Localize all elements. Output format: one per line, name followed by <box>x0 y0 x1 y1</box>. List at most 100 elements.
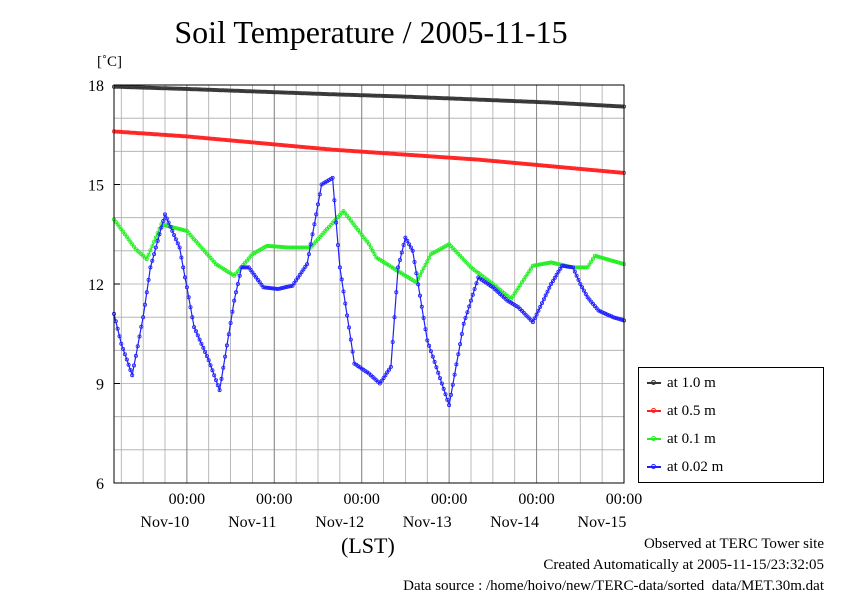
series-point <box>439 381 444 386</box>
series-point <box>332 147 337 152</box>
series-point <box>335 147 340 152</box>
series-point <box>201 87 206 92</box>
series-point <box>310 91 315 96</box>
series-point <box>294 144 299 149</box>
series-point <box>162 132 167 137</box>
series-point <box>141 315 146 320</box>
series-point <box>377 93 382 98</box>
series-point <box>208 87 213 92</box>
series-point <box>310 145 315 150</box>
series-point <box>441 96 446 101</box>
series-point <box>412 95 417 100</box>
series-point <box>350 349 355 354</box>
series-point <box>321 146 326 151</box>
series-point <box>152 252 157 257</box>
series-point <box>146 277 151 282</box>
series-point <box>255 89 260 94</box>
series-point <box>301 144 306 149</box>
series-point <box>259 141 264 146</box>
series-point <box>614 170 619 175</box>
series-point <box>128 130 133 135</box>
series-point <box>121 229 126 234</box>
series-point <box>596 254 601 259</box>
series-point <box>195 135 200 140</box>
series-point <box>456 352 461 357</box>
series-point <box>366 93 371 98</box>
series-point <box>121 130 126 135</box>
series-point <box>182 86 187 91</box>
series-point <box>551 100 556 105</box>
series-point <box>308 145 313 150</box>
series-point <box>580 285 585 290</box>
series-point <box>547 100 552 105</box>
series-point <box>467 304 472 309</box>
series-point <box>244 265 249 270</box>
series-point <box>341 92 346 97</box>
series-point <box>525 271 530 276</box>
series-point <box>598 168 603 173</box>
series-point <box>122 352 127 357</box>
series-point <box>343 148 348 153</box>
series-point <box>454 362 459 367</box>
series-point <box>162 86 167 91</box>
series-point <box>368 93 373 98</box>
series-point <box>290 143 295 148</box>
series-point <box>592 103 597 108</box>
series-point <box>203 136 208 141</box>
series-point <box>547 260 552 265</box>
series-point <box>279 90 284 95</box>
footer-created: Created Automatically at 2005-11-15/23:3… <box>543 557 824 573</box>
series-point <box>294 91 299 96</box>
series-point <box>567 165 572 170</box>
series-point <box>554 100 559 105</box>
series-point <box>283 245 288 250</box>
y-tick-label: 12 <box>88 277 104 294</box>
series-point <box>459 331 464 336</box>
series-point <box>274 142 279 147</box>
series-point <box>337 148 342 153</box>
series-point <box>115 222 120 227</box>
series-point <box>144 131 149 136</box>
series-point <box>468 97 473 102</box>
series-point <box>618 104 623 109</box>
series-point <box>279 244 284 249</box>
series-point <box>410 94 415 99</box>
series-point <box>182 228 187 233</box>
series-point <box>397 94 402 99</box>
series-point <box>556 101 561 106</box>
series-point <box>414 95 419 100</box>
series-point <box>607 103 612 108</box>
series-point <box>281 143 286 148</box>
series-point <box>583 102 588 107</box>
series-point <box>530 263 535 268</box>
series-point <box>150 85 155 90</box>
series-point <box>352 223 357 228</box>
series-point <box>370 150 375 155</box>
series-point <box>230 138 235 143</box>
series-point <box>370 93 375 98</box>
series-point <box>416 276 421 281</box>
series-point <box>264 285 269 290</box>
series-point <box>407 152 412 157</box>
series-point <box>399 94 404 99</box>
series-point <box>354 93 359 98</box>
series-point <box>297 272 302 277</box>
series-point <box>264 243 269 248</box>
legend: at 1.0 m at 0.5 m at 0.1 m at 0.02 m <box>638 367 824 483</box>
series-point <box>514 288 519 293</box>
series-point <box>305 91 310 96</box>
series-point <box>397 152 402 157</box>
series-point <box>146 252 151 257</box>
legend-item: at 0.5 m <box>647 400 716 422</box>
series-point <box>252 89 257 94</box>
series-point <box>417 95 422 100</box>
series-point <box>153 86 158 91</box>
series-point <box>547 285 552 290</box>
series-point <box>314 91 319 96</box>
series-point <box>618 170 623 175</box>
series-point <box>257 280 262 285</box>
series-point <box>346 148 351 153</box>
series-point <box>607 313 612 318</box>
legend-marker <box>651 436 656 441</box>
y-tick-label: 18 <box>88 78 104 95</box>
